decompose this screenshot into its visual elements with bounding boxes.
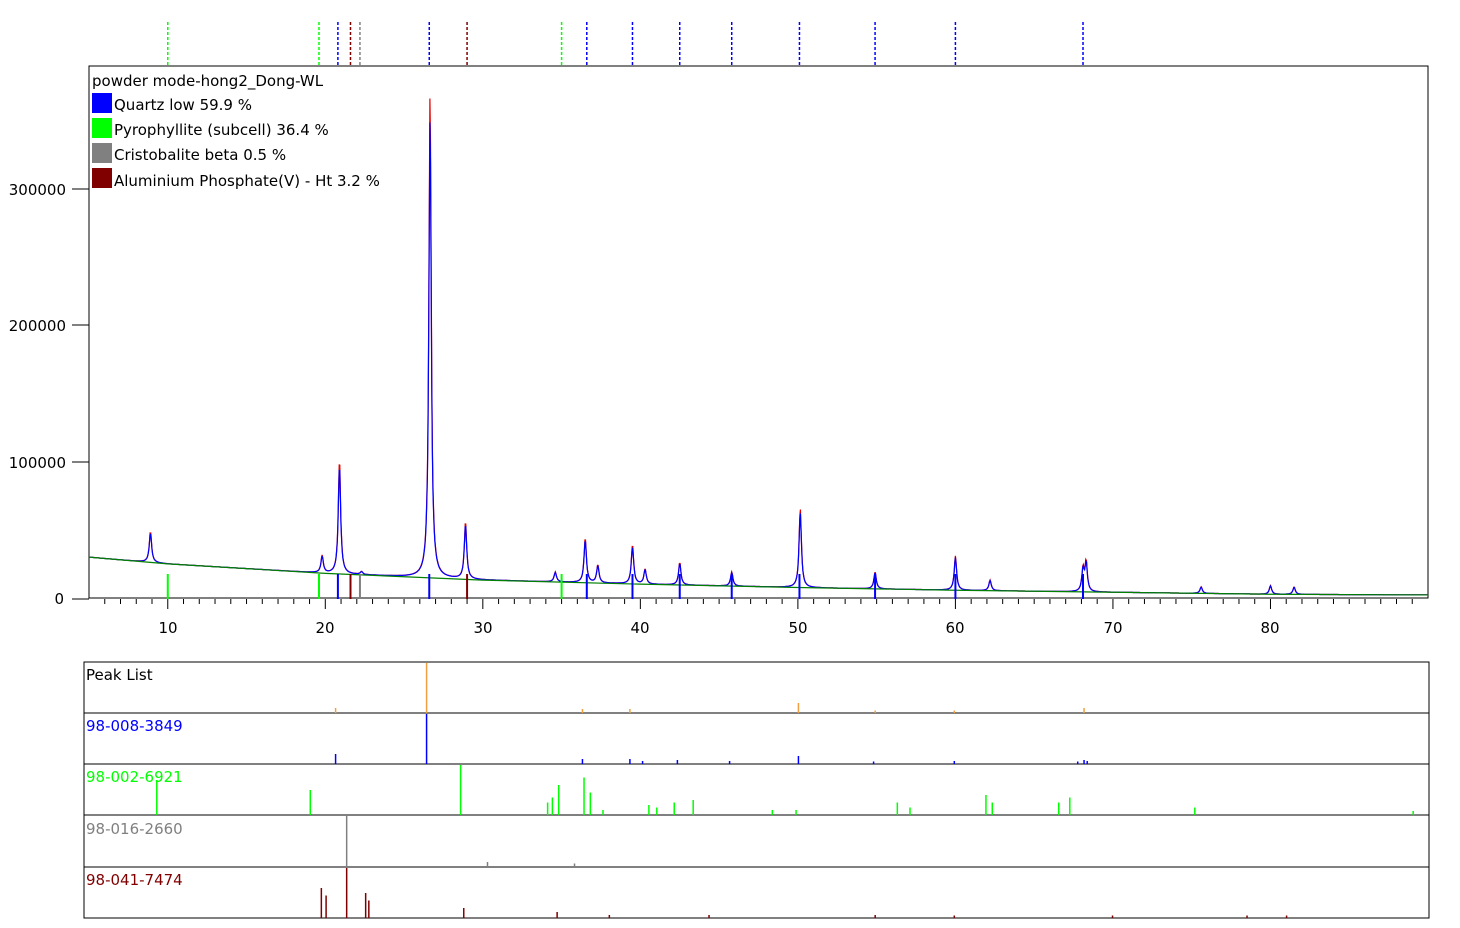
x-tick-label-20: 20 [315,619,334,637]
legend-swatch-aluminium-phosphate [92,168,112,188]
chart-title: powder mode-hong2_Dong-WL [92,72,324,91]
panel-frame-peak-list [83,661,1430,714]
background-line [88,556,1429,596]
x-tick-label-50: 50 [788,619,807,637]
x-tick-label-80: 80 [1260,619,1279,637]
panel-frame-98-041-7474 [83,866,1430,919]
panel-label-98-002-6921: 98-002-6921 [86,768,183,786]
panel-frame-98-008-3849 [83,712,1430,765]
panel-frame-98-002-6921 [83,763,1430,816]
x-tick-label-60: 60 [945,619,964,637]
legend-swatch-quartz [92,93,112,113]
y-axis: 0 100000 200000 300000 [9,181,89,608]
panel-label-98-008-3849: 98-008-3849 [86,717,183,735]
reference-panels: Peak List 98-008-3849 98-002-6921 98-016… [83,661,1430,919]
legend-label-cristobalite: Cristobalite beta 0.5 % [114,146,286,164]
phase-tick-area [167,22,1084,66]
legend-label-aluminium-phosphate: Aluminium Phosphate(V) - Ht 3.2 % [114,172,380,190]
x-tick-label-30: 30 [473,619,492,637]
legend-label-quartz: Quartz low 59.9 % [114,96,252,114]
trace-layer [88,98,1429,599]
y-tick-label-0: 0 [54,590,64,608]
x-tick-label-70: 70 [1103,619,1122,637]
panel-frame-98-016-2660 [83,814,1430,868]
x-tick-label-40: 40 [630,619,649,637]
panel-sticks [156,663,1414,918]
legend-swatch-cristobalite [92,143,112,163]
y-tick-label-200000: 200000 [9,317,66,335]
legend: powder mode-hong2_Dong-WL Quartz low 59.… [92,72,380,190]
plot-frame [88,65,1429,599]
y-tick-label-300000: 300000 [9,181,66,199]
y-tick-label-100000: 100000 [9,454,66,472]
panel-label-peak-list: Peak List [86,666,153,684]
legend-label-pyrophyllite: Pyrophyllite (subcell) 36.4 % [114,121,329,139]
panel-label-98-016-2660: 98-016-2660 [86,820,183,838]
panel-label-98-041-7474: 98-041-7474 [86,871,183,889]
x-axis: 10 20 30 40 50 60 70 80 [104,599,1413,637]
x-tick-label-10: 10 [158,619,177,637]
legend-swatch-pyrophyllite [92,118,112,138]
